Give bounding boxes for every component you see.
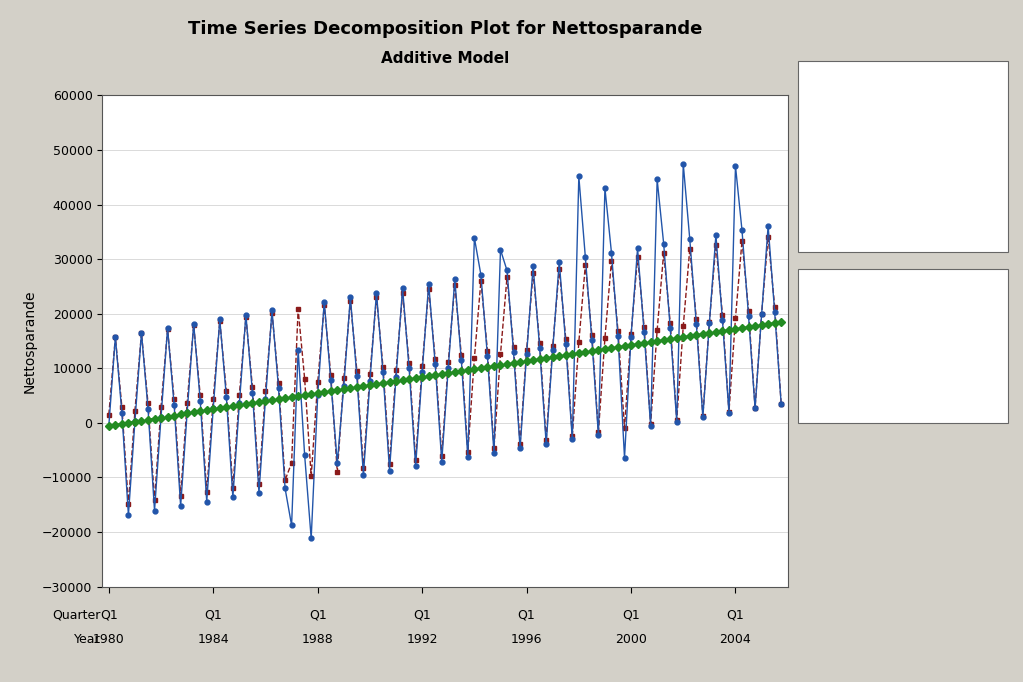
Text: Q1: Q1 — [309, 608, 326, 621]
Text: Accuracy Measures: Accuracy Measures — [839, 281, 967, 294]
Text: 1996: 1996 — [510, 633, 542, 646]
Text: Q1: Q1 — [100, 608, 118, 621]
Text: 395: 395 — [969, 312, 992, 325]
Text: 60521598: 60521598 — [929, 376, 992, 389]
Text: Time Series Decomposition Plot for Nettosparande: Time Series Decomposition Plot for Netto… — [188, 20, 702, 38]
Text: 6342: 6342 — [961, 344, 992, 357]
Y-axis label: Nettosparande: Nettosparande — [23, 289, 37, 393]
Text: Quarter: Quarter — [52, 608, 100, 621]
Text: Q1: Q1 — [413, 608, 431, 621]
Text: MSD: MSD — [821, 376, 850, 389]
Text: Variable: Variable — [874, 75, 932, 88]
Text: Additive Model: Additive Model — [381, 51, 509, 66]
Text: 1992: 1992 — [406, 633, 438, 646]
Text: MAPE: MAPE — [821, 312, 856, 325]
Text: Year: Year — [74, 633, 100, 646]
Text: Actual: Actual — [888, 106, 927, 119]
Text: 2000: 2000 — [615, 633, 647, 646]
Text: Q1: Q1 — [726, 608, 745, 621]
Text: 1980: 1980 — [93, 633, 125, 646]
Text: 1988: 1988 — [302, 633, 333, 646]
Text: Fits: Fits — [888, 147, 909, 160]
Text: Q1: Q1 — [205, 608, 222, 621]
Text: 2004: 2004 — [719, 633, 751, 646]
Text: Trend: Trend — [888, 188, 923, 201]
Text: Q1: Q1 — [518, 608, 535, 621]
Text: 1984: 1984 — [197, 633, 229, 646]
Text: MAD: MAD — [821, 344, 850, 357]
Text: Q1: Q1 — [622, 608, 640, 621]
